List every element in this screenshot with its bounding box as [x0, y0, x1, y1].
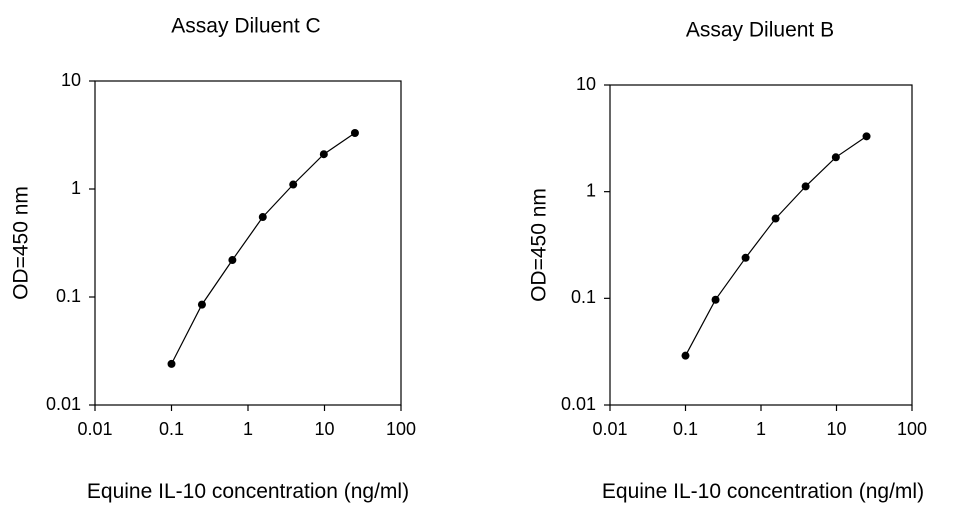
- x-tick-label: 0.01: [77, 419, 112, 439]
- y-tick-label: 0.01: [561, 394, 596, 414]
- x-tick-label: 10: [314, 419, 334, 439]
- y-tick-label: 0.01: [46, 394, 81, 414]
- y-tick-label: 1: [586, 180, 596, 200]
- y-tick-label: 0.1: [56, 286, 81, 306]
- x-tick-label: 1: [756, 419, 766, 439]
- x-tick-label: 100: [386, 419, 416, 439]
- data-point: [711, 295, 720, 304]
- data-point: [801, 182, 810, 191]
- x-axis-label: Equine IL-10 concentration (ng/ml): [87, 480, 409, 503]
- x-tick-label: 0.1: [673, 419, 698, 439]
- series-line: [170, 132, 356, 365]
- chart-title: Assay Diluent B: [686, 19, 834, 42]
- chart-assay-diluent-c: Assay Diluent C 0.01 0.1 1 10 100 0.01 0.1 1 10 Eq…: [10, 15, 416, 503]
- data-point: [350, 129, 359, 138]
- x-tick-label: 100: [897, 419, 927, 439]
- data-point: [319, 150, 328, 159]
- x-tick-label: 10: [826, 419, 846, 439]
- data-point: [771, 214, 780, 223]
- data-point: [831, 153, 840, 162]
- y-axis-label: OD=450 nm: [528, 188, 551, 302]
- y-tick-label: 10: [576, 74, 596, 94]
- x-tick-label: 1: [243, 419, 253, 439]
- y-axis-label: OD=450 nm: [10, 186, 33, 300]
- y-tick-label: 1: [71, 178, 81, 198]
- x-tick-label: 0.1: [159, 419, 184, 439]
- chart-assay-diluent-b: Assay Diluent B 0.01 0.1 1 10 100 0.01 0.1 1 10 Eq…: [528, 19, 927, 503]
- data-point: [741, 253, 750, 262]
- x-axis-label: Equine IL-10 concentration (ng/ml): [602, 480, 924, 503]
- y-tick-label: 10: [61, 70, 81, 90]
- data-point: [228, 256, 237, 265]
- x-tick-label: 0.01: [592, 419, 627, 439]
- y-tick-label: 0.1: [571, 287, 596, 307]
- data-point: [258, 213, 267, 222]
- data-point: [197, 300, 206, 309]
- chart-title: Assay Diluent C: [171, 15, 320, 38]
- data-point: [167, 359, 176, 368]
- data-point: [289, 180, 298, 189]
- series-line: [684, 135, 867, 356]
- data-point: [681, 351, 690, 360]
- data-point: [862, 132, 871, 141]
